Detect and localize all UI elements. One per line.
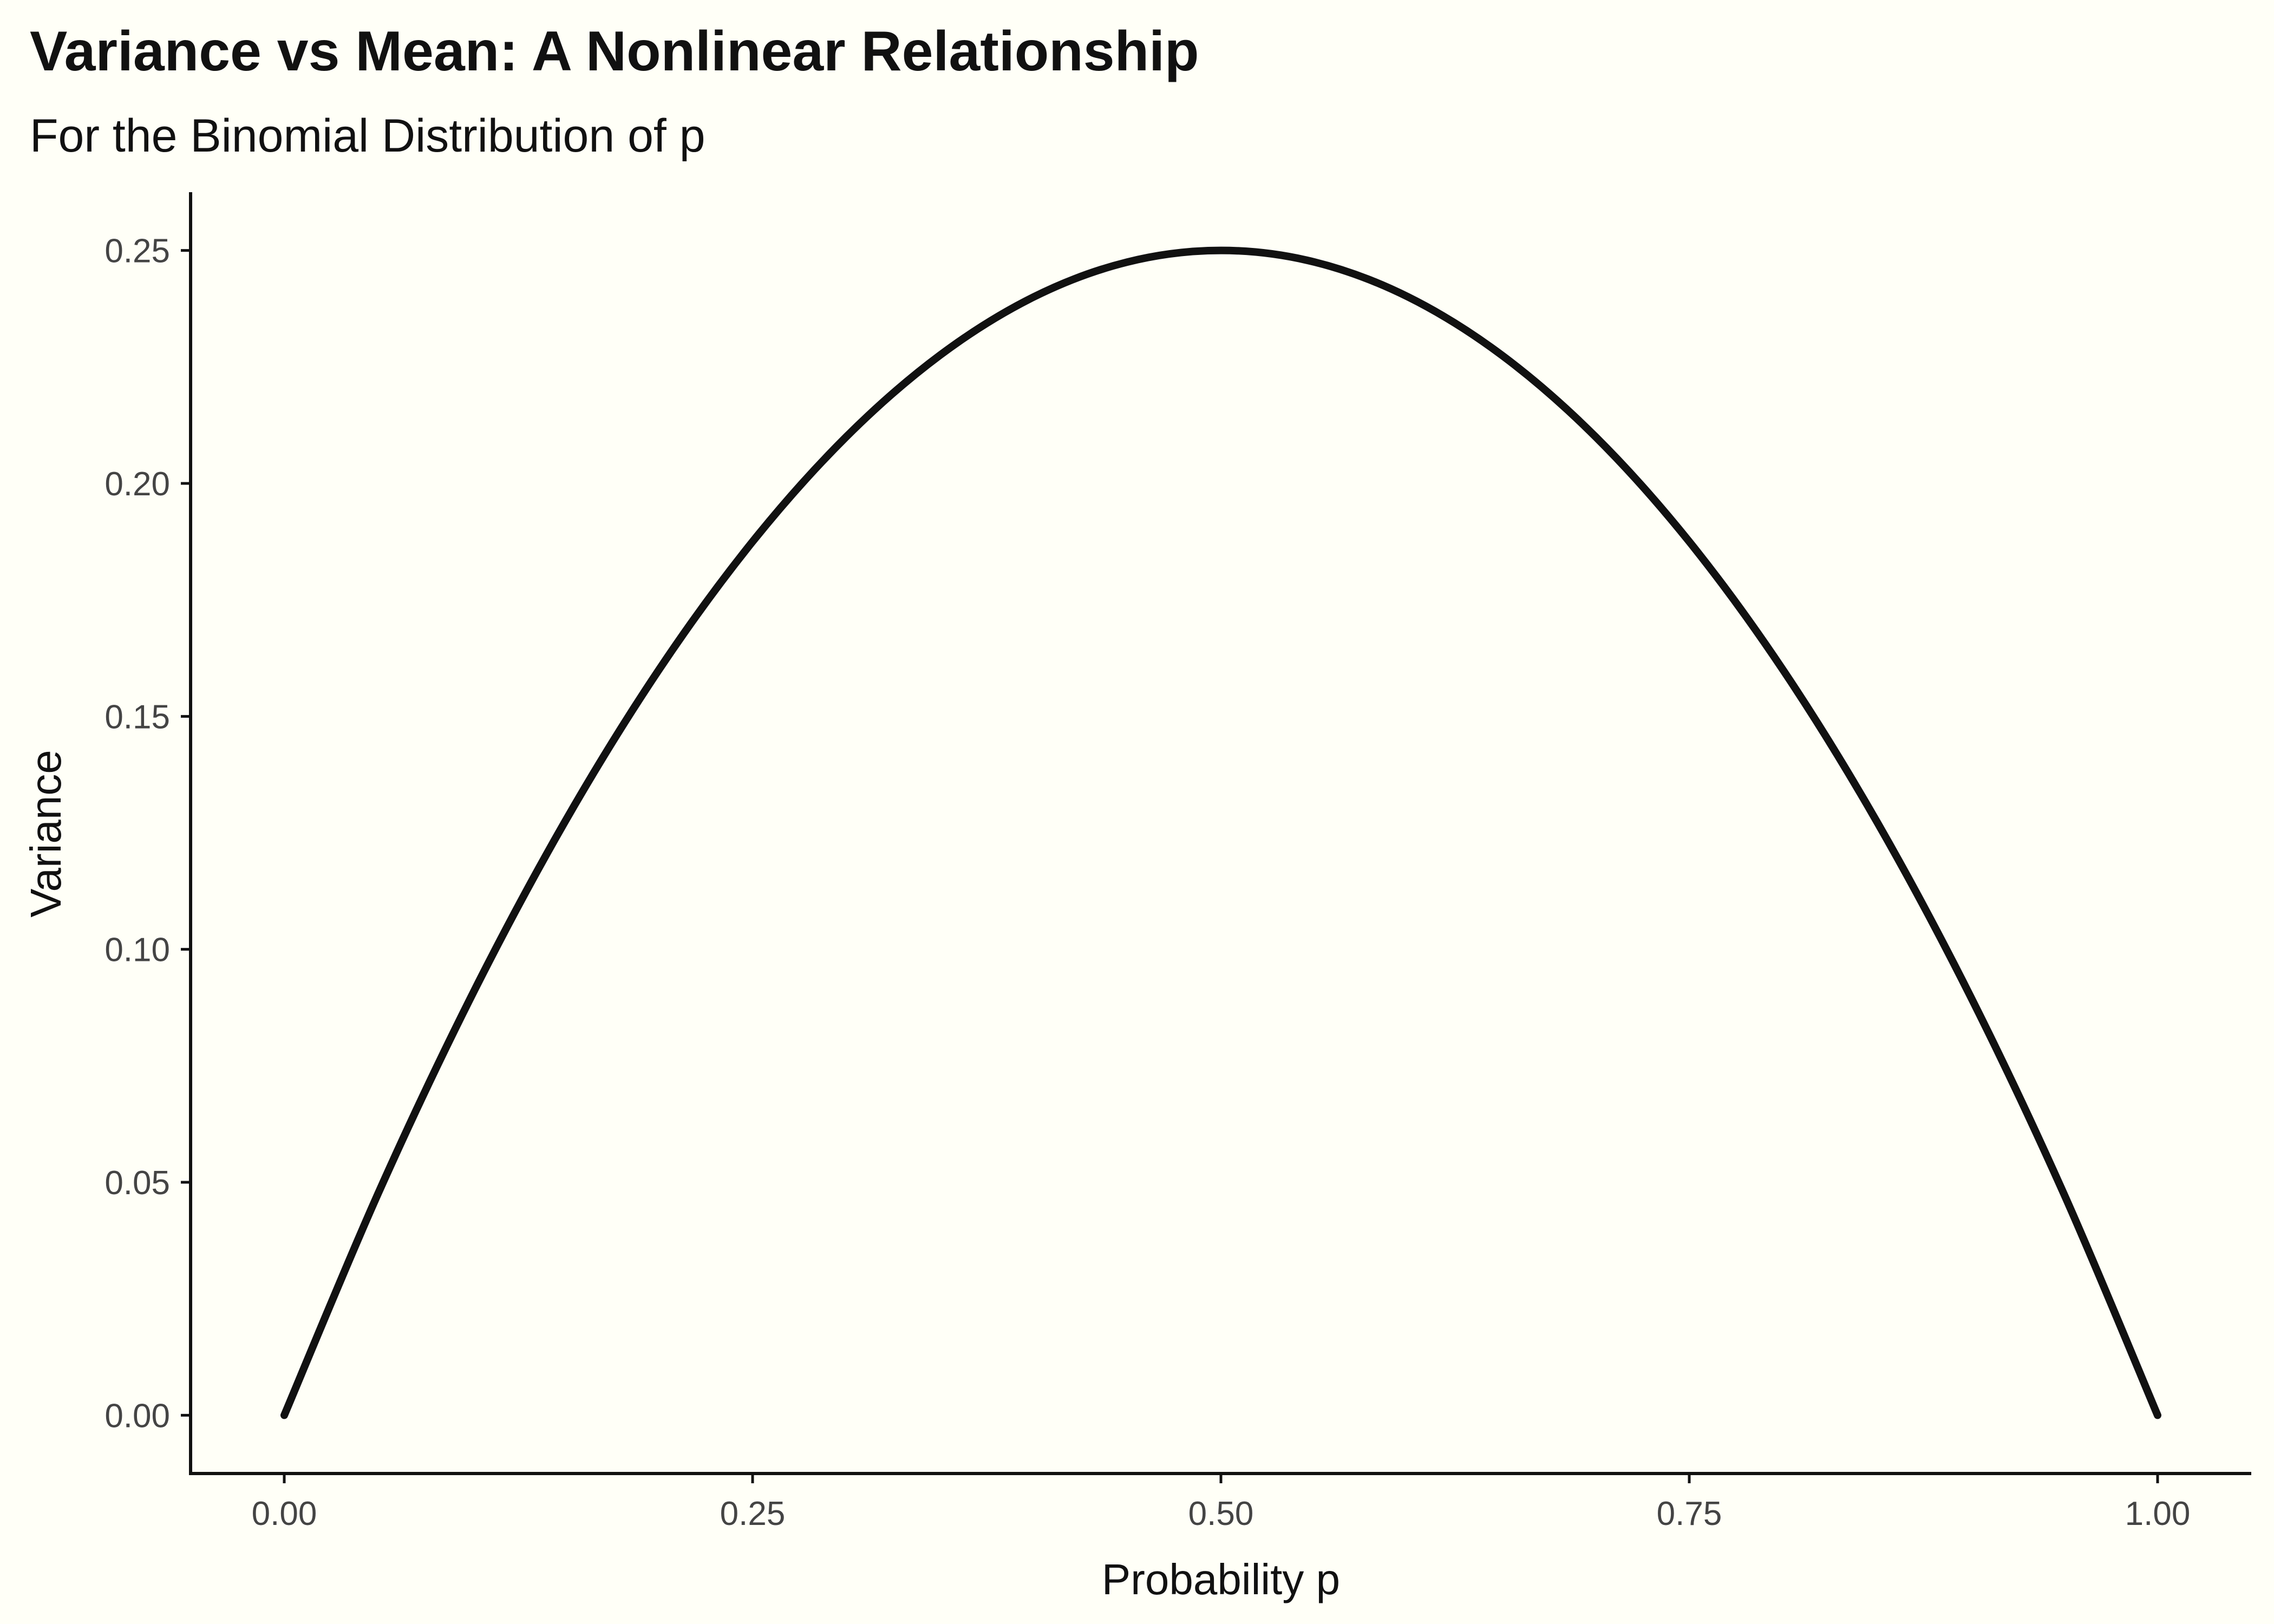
y-tick-label: 0.25: [104, 233, 170, 270]
y-tick-label: 0.20: [104, 466, 170, 503]
y-tick-label: 0.00: [104, 1397, 170, 1435]
chart-subtitle: For the Binomial Distribution of p: [30, 110, 705, 162]
x-tick-label: 1.00: [2125, 1495, 2191, 1533]
axes: [189, 192, 2251, 1475]
x-tick-label: 0.75: [1657, 1495, 1722, 1533]
y-tick-label: 0.15: [104, 698, 170, 736]
x-tick-label: 0.50: [1188, 1495, 1254, 1533]
x-ticks: 0.00 0.25 0.50 0.75 1.00: [252, 1474, 2191, 1533]
x-tick-label: 0.00: [252, 1495, 317, 1533]
y-axis-title: Variance: [22, 750, 70, 918]
x-axis-title: Probability p: [1102, 1555, 1340, 1603]
x-tick-label: 0.25: [720, 1495, 786, 1533]
y-ticks: 0.00 0.05 0.10 0.15 0.20 0.25: [104, 233, 191, 1435]
y-tick-label: 0.05: [104, 1164, 170, 1202]
chart-title: Variance vs Mean: A Nonlinear Relationsh…: [30, 20, 1199, 83]
y-tick-label: 0.10: [104, 932, 170, 969]
variance-curve: [280, 246, 2161, 1419]
